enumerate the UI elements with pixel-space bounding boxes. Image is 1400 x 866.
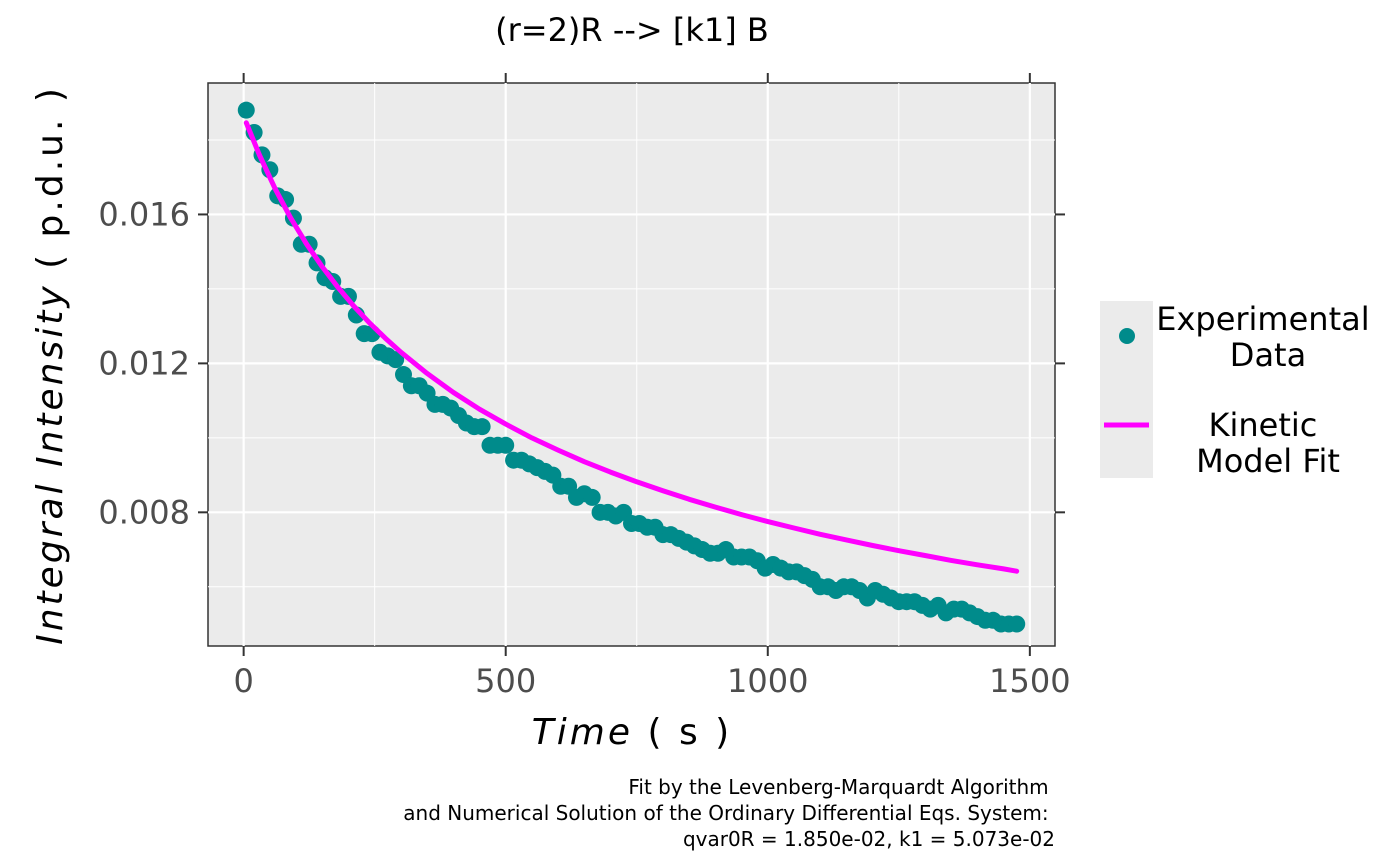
caption: Fit by the Levenberg-Marquardt Algorithm… — [403, 775, 1055, 851]
y-axis-title-main: Integral Intensity — [30, 283, 71, 645]
legend: Experimental Data Kinetic Model Fit — [1100, 300, 1380, 480]
data-point — [583, 488, 601, 506]
y-tick-label: 0.012 — [98, 344, 190, 382]
plot-panel — [207, 82, 1056, 647]
legend-label-fit-line2: Model Fit — [1196, 442, 1340, 480]
legend-label-fit: Kinetic Model Fit — [1196, 406, 1340, 480]
chart-title: (r=2)R --> [k1] B — [495, 11, 769, 49]
y-axis-title: Integral Intensity ( p.d.u. ) — [30, 85, 71, 645]
tick-labels-layer: 0 500 1000 1500 0.008 0.012 0.016 — [98, 195, 1070, 700]
data-point — [237, 101, 255, 119]
legend-label-data-line1: Experimental — [1156, 300, 1369, 338]
legend-key-background — [1100, 301, 1153, 478]
data-point — [473, 418, 491, 436]
x-tick-label: 1500 — [989, 662, 1070, 700]
x-tick-label: 500 — [475, 662, 536, 700]
fit-line — [243, 120, 1020, 574]
x-tick-label: 1000 — [727, 662, 808, 700]
grid-major — [208, 83, 1055, 646]
x-tick-label: 0 — [233, 662, 253, 700]
y-tick-label: 0.008 — [98, 493, 190, 531]
legend-label-data: Experimental Data — [1156, 300, 1380, 374]
caption-line-2: and Numerical Solution of the Ordinary D… — [403, 801, 1048, 825]
caption-line-1: Fit by the Levenberg-Marquardt Algorithm — [628, 775, 1048, 799]
x-axis-title: Time ( s ) — [532, 712, 732, 753]
fit-layer — [243, 120, 1020, 574]
x-axis-title-main: Time — [532, 712, 633, 753]
y-axis-title-unit: ( p.d.u. ) — [30, 85, 71, 283]
legend-label-fit-line1: Kinetic — [1208, 406, 1317, 444]
caption-line-3: qvar0R = 1.850e-02, k1 = 5.073e-02 — [683, 827, 1055, 851]
y-tick-label: 0.016 — [98, 195, 190, 233]
x-axis-title-unit: ( s ) — [633, 712, 732, 753]
data-point — [387, 351, 405, 369]
data-point — [1008, 615, 1026, 633]
legend-label-data-line2: Data — [1230, 336, 1306, 374]
legend-point-swatch — [1119, 328, 1135, 344]
ticks-layer — [198, 73, 1065, 656]
data-point — [497, 436, 515, 454]
